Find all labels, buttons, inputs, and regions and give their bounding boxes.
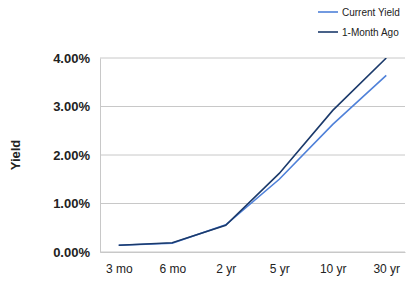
y-tick: 3.00%: [53, 99, 100, 114]
y-tick-label: 1.00%: [53, 196, 90, 211]
grid-line: [100, 106, 405, 107]
legend-label: Current Yield: [342, 7, 400, 18]
x-tick-label: 5 yr: [270, 262, 290, 276]
x-tick-label: 3 mo: [106, 262, 133, 276]
legend-swatch: [318, 11, 338, 13]
x-tick-label: 10 yr: [320, 262, 347, 276]
x-tick: 5 yr: [270, 252, 290, 276]
grid-line: [100, 203, 405, 204]
y-tick: 0.00%: [53, 245, 100, 260]
chart: 0.00% 1.00% 2.00% 3.00% 4.00% 3 mo 6 mo 2 yr 5 y…: [0, 0, 420, 298]
grid-line: [100, 252, 405, 253]
y-tick: 1.00%: [53, 196, 100, 211]
x-tick-label: 2 yr: [216, 262, 236, 276]
y-tick: 2.00%: [53, 148, 100, 163]
series-line: [119, 75, 387, 245]
x-tick-label: 6 mo: [159, 262, 186, 276]
x-tick: 2 yr: [216, 252, 236, 276]
x-tick: 30 yr: [373, 252, 400, 276]
legend-swatch: [318, 31, 338, 33]
y-tick: 4.00%: [53, 51, 100, 66]
x-tick: 10 yr: [320, 252, 347, 276]
y-axis-line: [100, 59, 101, 253]
grid-line: [100, 155, 405, 156]
legend-item: Current Yield: [318, 7, 400, 18]
grid: [100, 58, 405, 252]
series-line: [119, 58, 387, 245]
y-tick-label: 4.00%: [53, 51, 90, 66]
legend: Current Yield 1-Month Ago: [318, 7, 400, 38]
y-axis: 0.00% 1.00% 2.00% 3.00% 4.00%: [53, 51, 100, 260]
plot-area: [119, 58, 387, 245]
legend-item: 1-Month Ago: [318, 27, 399, 38]
y-tick-label: 3.00%: [53, 99, 90, 114]
x-axis: 3 mo 6 mo 2 yr 5 yr 10 yr 30 yr: [101, 252, 406, 276]
x-tick: 6 mo: [159, 252, 186, 276]
y-tick-label: 2.00%: [53, 148, 90, 163]
y-axis-title: Yield: [8, 140, 23, 171]
grid-line: [100, 58, 405, 59]
y-tick-label: 0.00%: [53, 245, 90, 260]
legend-label: 1-Month Ago: [342, 27, 399, 38]
x-axis-line: [101, 252, 406, 253]
x-tick-label: 30 yr: [373, 262, 400, 276]
x-tick: 3 mo: [106, 252, 133, 276]
